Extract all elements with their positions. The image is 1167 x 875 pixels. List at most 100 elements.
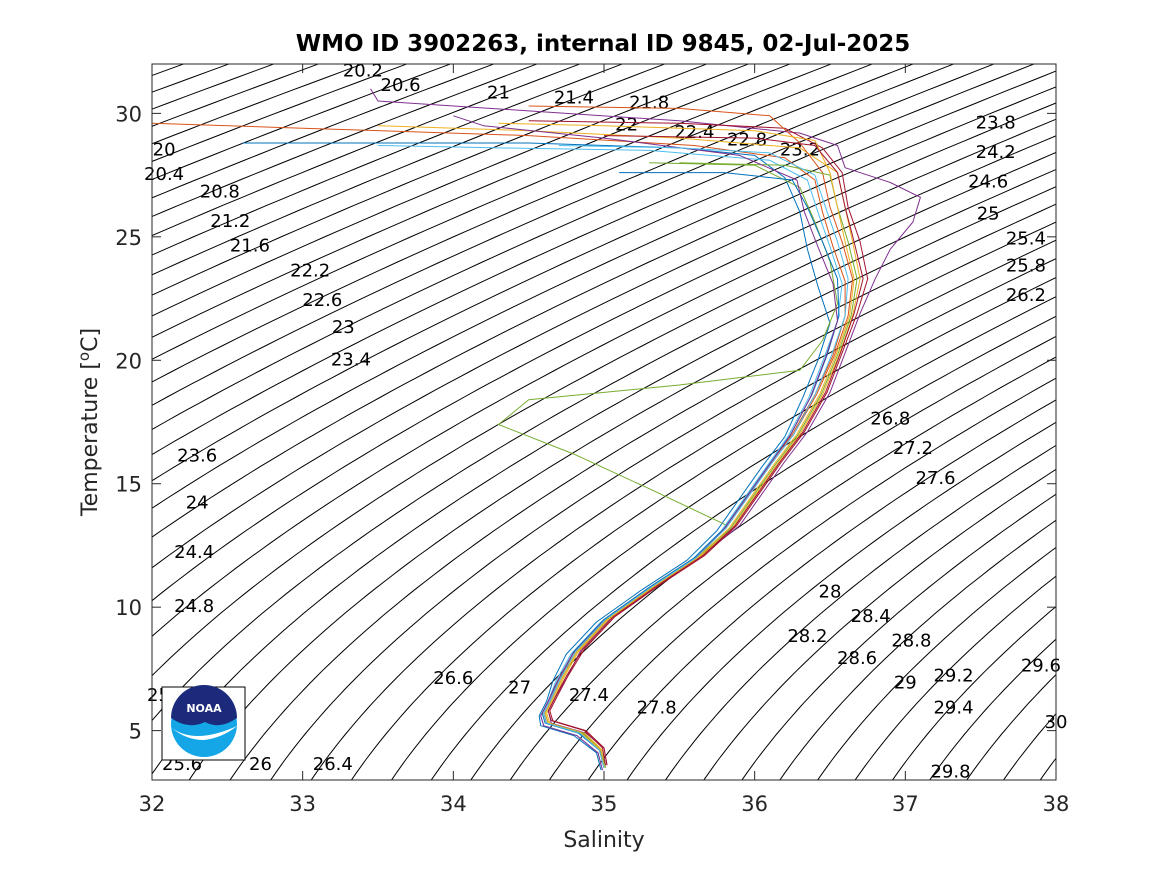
noaa-logo: NOAA	[161, 685, 246, 761]
chart-title: WMO ID 3902263, internal ID 9845, 02-Jul…	[296, 31, 911, 57]
isopycnal-line	[152, 64, 792, 338]
isopycnal-label: 22.2	[290, 260, 330, 281]
isopycnal-label: 23	[332, 317, 355, 338]
isopycnal-line	[470, 335, 1056, 780]
isopycnal-label: 21	[487, 83, 510, 104]
isopycnal-label: 26.2	[1006, 285, 1046, 306]
isopycnal-line	[152, 64, 874, 383]
isopycnal-label: 29.4	[933, 697, 973, 718]
isopycnal-label: 25.4	[1006, 228, 1046, 249]
isopycnal-line	[152, 64, 955, 431]
isopycnal-label: 28.8	[891, 631, 931, 652]
isopycnal-labels: 20.220.6 21 21.4 21.822 22.4 22.8 23.223.824.2…	[144, 60, 1067, 782]
y-tick-label: 30	[115, 102, 142, 126]
profile-series	[152, 88, 921, 771]
isopycnal-label: 20.2	[343, 60, 383, 81]
isopycnal-line	[966, 673, 1056, 780]
isopycnal-label: 26.4	[313, 754, 353, 775]
isopycnal-line	[270, 239, 1056, 780]
isopycnal-line	[152, 86, 1056, 538]
isopycnal-label: 21.8	[629, 93, 669, 114]
isopycnal-label: 21.6	[230, 236, 270, 257]
isopycnal-line	[152, 168, 1056, 722]
isopycnal-line	[152, 64, 539, 218]
y-tick-label: 25	[115, 226, 142, 250]
isopycnal-line	[152, 102, 1056, 569]
y-tick-label: 5	[129, 720, 142, 744]
isopycnal-line	[152, 64, 667, 276]
isopycnal-label: 26.6	[433, 668, 473, 689]
isopycnal-line	[152, 151, 1056, 677]
isopycnal-label: 24	[186, 493, 209, 514]
isopycnal-line	[390, 296, 1056, 780]
isopycnal-label: 27	[508, 678, 531, 699]
isopycnal-line	[152, 64, 582, 237]
profile-line	[547, 135, 864, 766]
isopycnal-line	[1002, 712, 1056, 780]
isopycnal-label: 23.4	[331, 349, 371, 370]
isopycnal-label: 20.6	[381, 75, 421, 96]
y-tick-label: 15	[115, 473, 142, 497]
isopycnal-label: 29.6	[1021, 655, 1061, 676]
y-axis-ticks: 5 10 15 20 25 30	[115, 102, 1056, 744]
isopycnal-line	[152, 64, 996, 456]
isopycnal-label: 27.2	[893, 438, 933, 459]
isopycnal-line	[929, 638, 1056, 780]
isopycnal-label: 22.4	[674, 122, 714, 143]
isopycnal-label: 29	[894, 673, 917, 694]
isopycnal-line	[350, 276, 1056, 780]
y-axis-label: Temperature [oC]	[75, 328, 103, 517]
profile-line	[498, 122, 855, 768]
profile-line	[242, 142, 831, 771]
isopycnal-line	[817, 546, 1056, 780]
isopycnal-line	[664, 444, 1056, 780]
isopycnal-label: 25	[977, 204, 1000, 225]
logo-wave	[172, 726, 237, 740]
isopycnal-label: 26.8	[870, 409, 910, 430]
isopycnal-label: 27.8	[637, 697, 677, 718]
isopycnal-line	[188, 203, 1056, 780]
isopycnal-line	[152, 64, 320, 127]
isopycnal-line	[152, 64, 452, 181]
logo-bird	[171, 685, 237, 726]
x-tick-label: 36	[741, 792, 768, 816]
isopycnal-label: 23.8	[976, 112, 1016, 133]
isopycnal-line	[152, 64, 833, 360]
x-axis-ticks: 32 33 34 35 36 37 38	[139, 64, 1069, 816]
x-tick-label: 32	[139, 792, 166, 816]
isopycnal-label: 23.6	[177, 446, 217, 467]
isopycnal-line	[310, 258, 1056, 780]
isopycnal-label: 28	[819, 581, 842, 602]
isopycnal-label: 20	[153, 139, 176, 160]
isopycnal-label: 24.2	[976, 142, 1016, 163]
isopycnal-line	[587, 399, 1056, 780]
profile-line	[453, 115, 838, 771]
isopycnal-line	[152, 64, 624, 256]
isopycnal-line	[741, 493, 1056, 780]
y-tick-label: 20	[115, 349, 142, 373]
isopycnal-line	[1039, 757, 1056, 780]
isopycnal-line	[509, 356, 1056, 780]
profile-line	[528, 120, 869, 766]
isopycnal-label: 20.8	[200, 181, 240, 202]
isopycnal-line	[152, 64, 915, 406]
isopycnal-label: 20.4	[144, 164, 184, 185]
isopycnal-label: 24.8	[174, 596, 214, 617]
isopycnal-label: 22.6	[302, 290, 342, 311]
isopycnal-label: 24.4	[174, 542, 214, 563]
isopycnal-line	[152, 70, 1056, 509]
isopycnal-line	[152, 118, 1056, 602]
isopycnal-line	[626, 421, 1056, 780]
isopycnal-label: 27.6	[915, 468, 955, 489]
x-tick-label: 35	[591, 792, 618, 816]
isopycnal-label: 28.2	[787, 626, 827, 647]
isopycnal-label: 28.6	[837, 648, 877, 669]
isopycnal-line	[152, 64, 496, 199]
isopycnal-label: 29.2	[933, 665, 973, 686]
isopycnal-label: 22	[615, 115, 638, 136]
isopycnal-label: 21.2	[210, 211, 250, 232]
isopycnal-line	[854, 575, 1056, 780]
isopycnal-label: 26	[249, 754, 272, 775]
isopycnal-line	[152, 64, 750, 317]
